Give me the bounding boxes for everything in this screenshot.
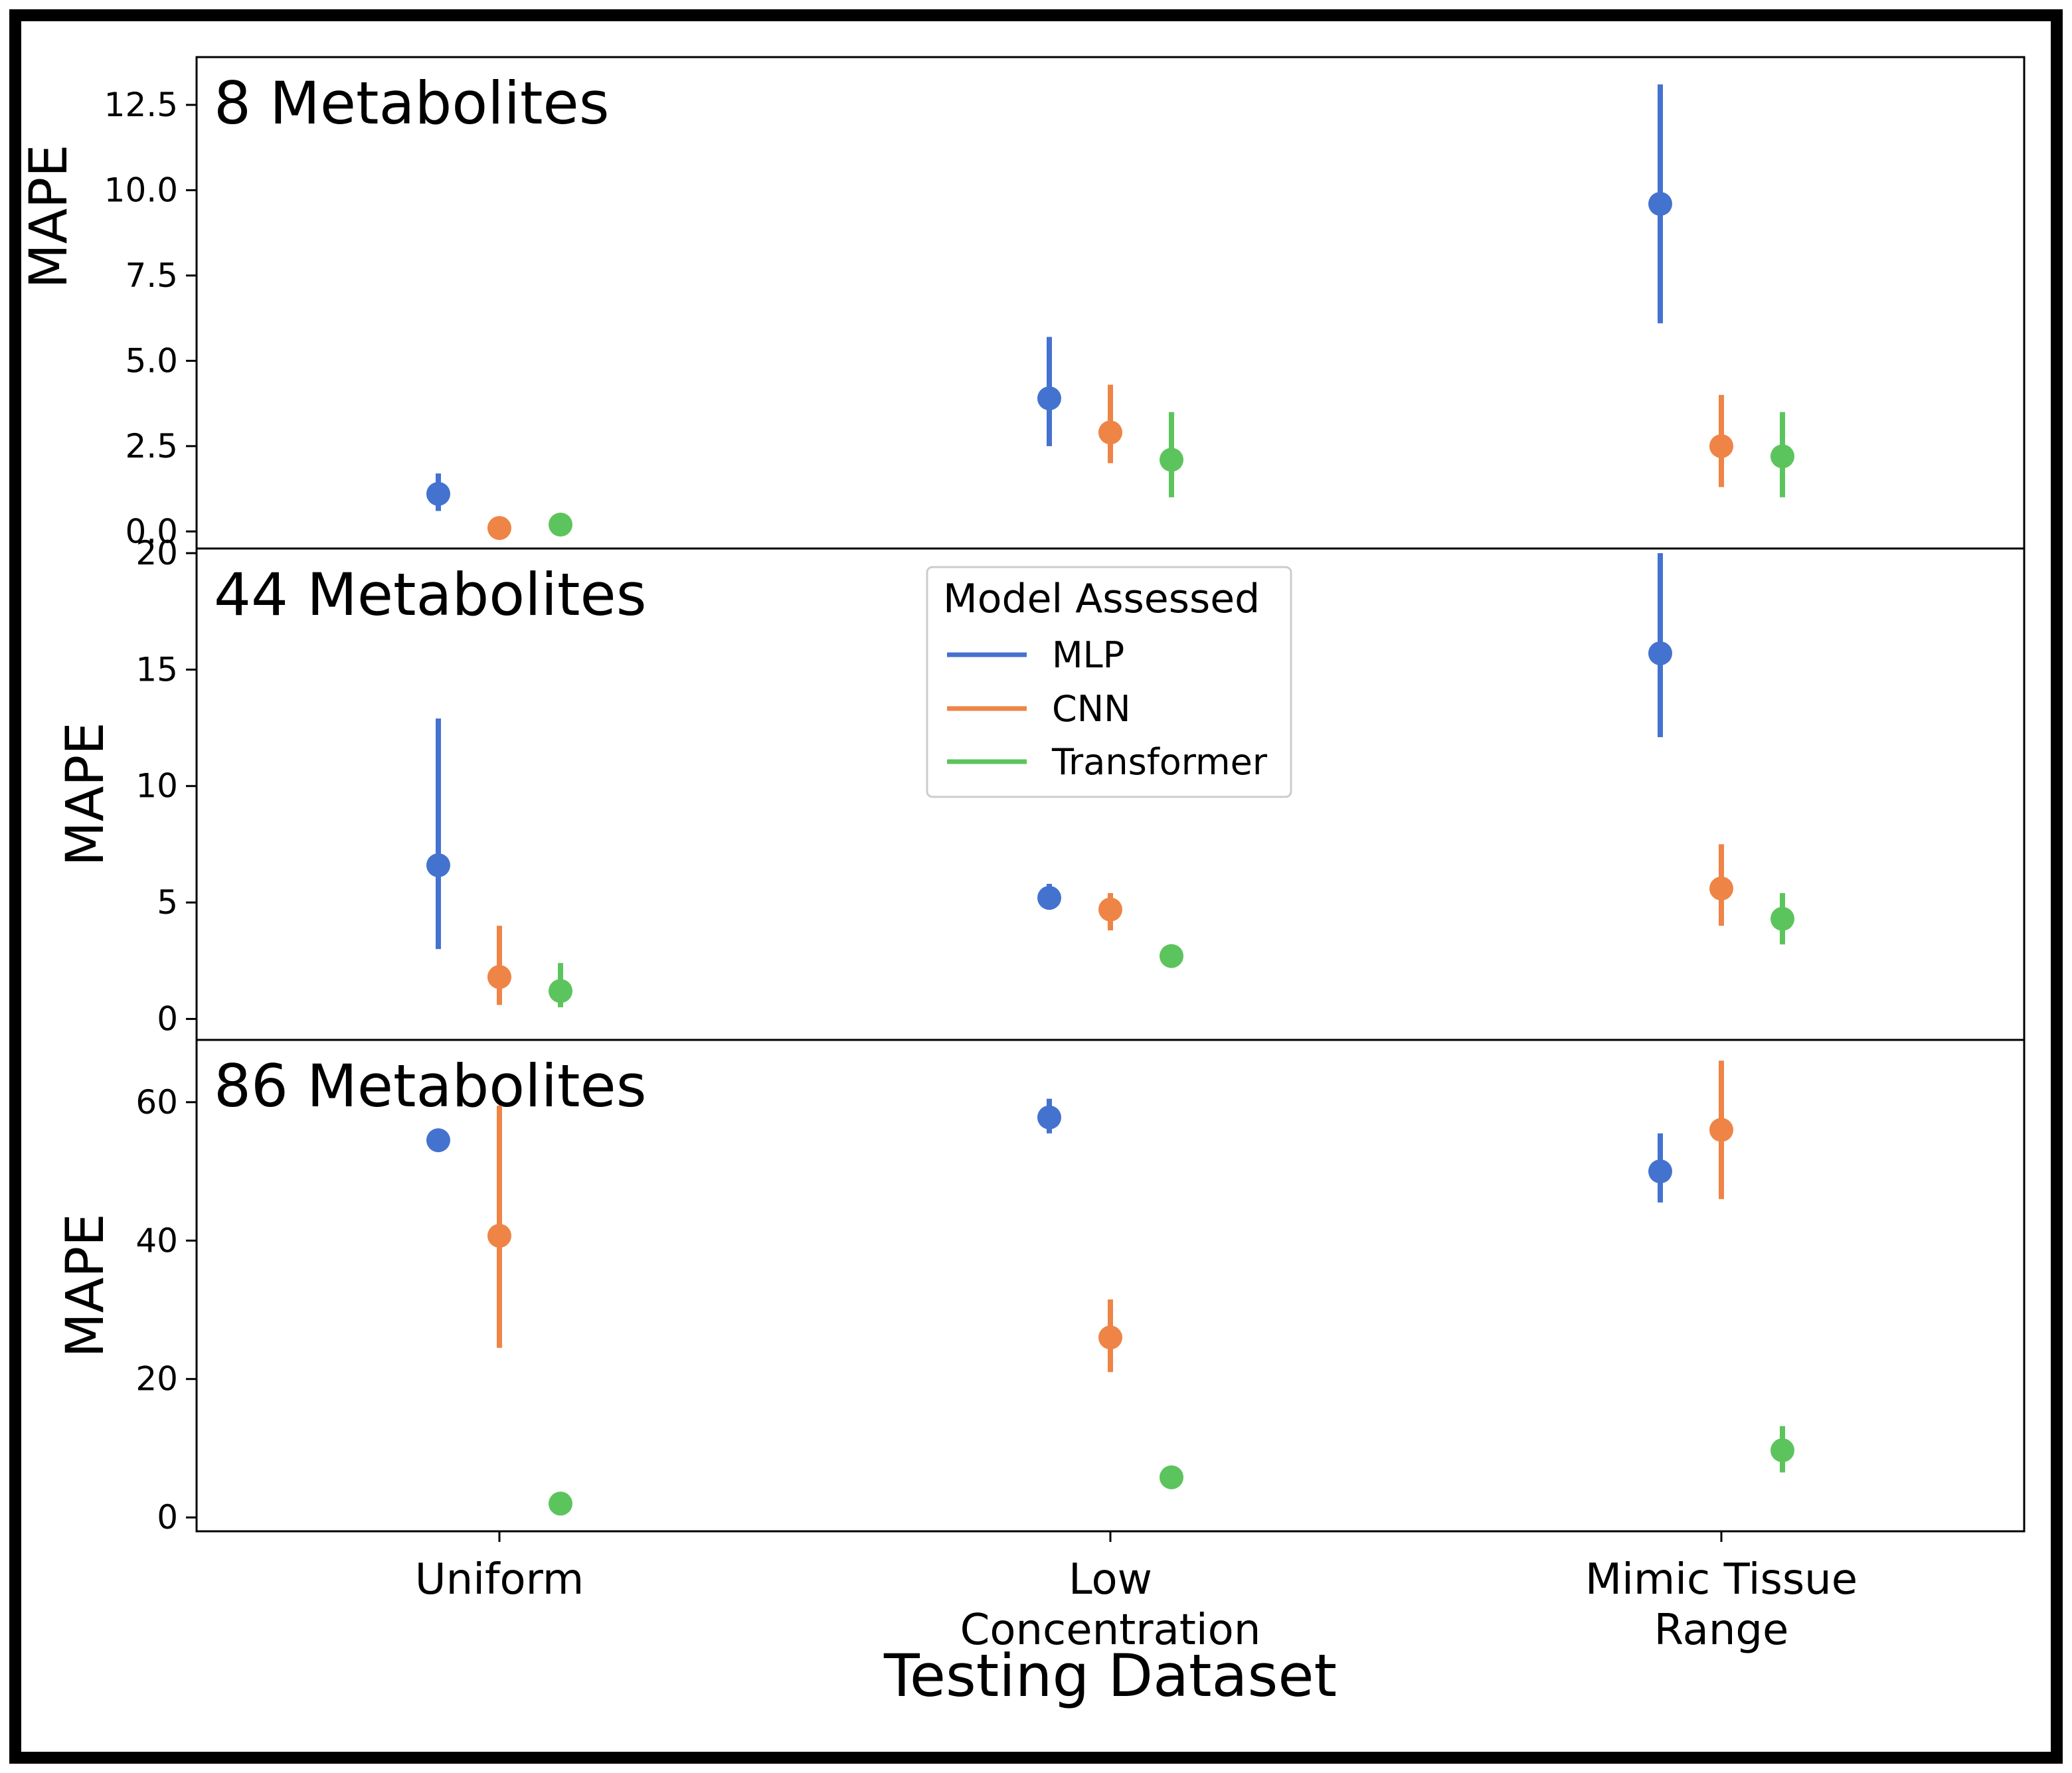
y-axis-label: MAPE [19, 145, 79, 289]
y-tick-label: 10 [135, 767, 178, 805]
panel-8-metabolites: 0.0 2.5 5.0 7.5 10.0 12.5 MAPE 8 Metabolites [19, 56, 2026, 550]
y-tick-label: 0 [157, 999, 178, 1038]
panel-86-metabolites: 0 20 40 60 MAPE 86 Metabolites [56, 1039, 2026, 1537]
point-transformer [549, 979, 572, 1003]
panel-title: 86 Metabolites [214, 1052, 647, 1120]
y-tick-label: 0 [157, 1498, 178, 1537]
y-tick-label: 40 [135, 1221, 178, 1260]
point-mlp [1037, 1105, 1061, 1130]
legend-label-cnn: CNN [1052, 688, 1131, 730]
panel-title: 44 Metabolites [214, 560, 647, 629]
y-tick-label: 10.0 [104, 171, 178, 209]
legend-title: Model Assessed [943, 576, 1260, 622]
point-cnn [1098, 1325, 1122, 1350]
x-axis-label: Testing Dataset [883, 1642, 1337, 1710]
point-transformer [1770, 906, 1794, 931]
x-tick-label: Low [1069, 1555, 1152, 1604]
point-cnn [1709, 434, 1733, 458]
legend: Model Assessed MLP CNN Transformer [926, 566, 1292, 798]
y-axis-label: MAPE [56, 1214, 116, 1358]
point-mlp [1648, 1159, 1672, 1184]
point-mlp [1037, 886, 1061, 910]
legend-label-mlp: MLP [1052, 634, 1124, 676]
point-cnn [1709, 1118, 1733, 1142]
y-tick-label: 15 [135, 650, 178, 689]
y-tick-label: 60 [135, 1083, 178, 1122]
point-mlp [426, 1128, 450, 1153]
y-tick-label: 2.5 [125, 427, 178, 465]
point-transformer [1160, 1465, 1183, 1489]
point-mlp [1037, 386, 1061, 410]
point-cnn [487, 1223, 511, 1248]
y-tick-label: 20 [135, 534, 178, 572]
point-cnn [1709, 877, 1733, 901]
x-tick-label: Mimic Tissue [1585, 1555, 1857, 1604]
point-mlp [426, 853, 450, 877]
x-tick-label: Range [1654, 1606, 1789, 1655]
y-tick-label: 12.5 [104, 86, 178, 124]
point-transformer [549, 513, 572, 537]
point-cnn [487, 965, 511, 989]
y-tick-label: 5 [157, 883, 178, 922]
y-tick-label: 20 [135, 1360, 178, 1398]
point-cnn [1098, 897, 1122, 922]
x-tick-label: Concentration [960, 1606, 1261, 1655]
panel-44-metabolites: 0 5 10 15 20 MAPE 44 Metabolites [56, 534, 2026, 1041]
point-transformer [1160, 944, 1183, 968]
legend-box [926, 566, 1292, 798]
y-tick-label: 5.0 [125, 341, 178, 380]
legend-label-transformer: Transformer [1051, 741, 1268, 783]
x-tick-label: Uniform [415, 1555, 584, 1604]
point-mlp [426, 481, 450, 506]
point-transformer [1770, 444, 1794, 469]
point-transformer [1770, 1438, 1794, 1463]
point-transformer [1160, 448, 1183, 472]
y-tick-label: 7.5 [125, 256, 178, 295]
point-cnn [1098, 420, 1122, 445]
point-cnn [487, 516, 511, 541]
point-mlp [1648, 191, 1672, 216]
y-axis-label: MAPE [56, 722, 116, 867]
panels-layer: 0.0 2.5 5.0 7.5 10.0 12.5 MAPE 8 Metabolites 0 5 1… [19, 56, 2026, 1537]
panel-title: 8 Metabolites [214, 69, 610, 137]
point-mlp [1648, 641, 1672, 665]
point-transformer [549, 1491, 572, 1516]
y-tick-label: 0.0 [125, 512, 178, 550]
